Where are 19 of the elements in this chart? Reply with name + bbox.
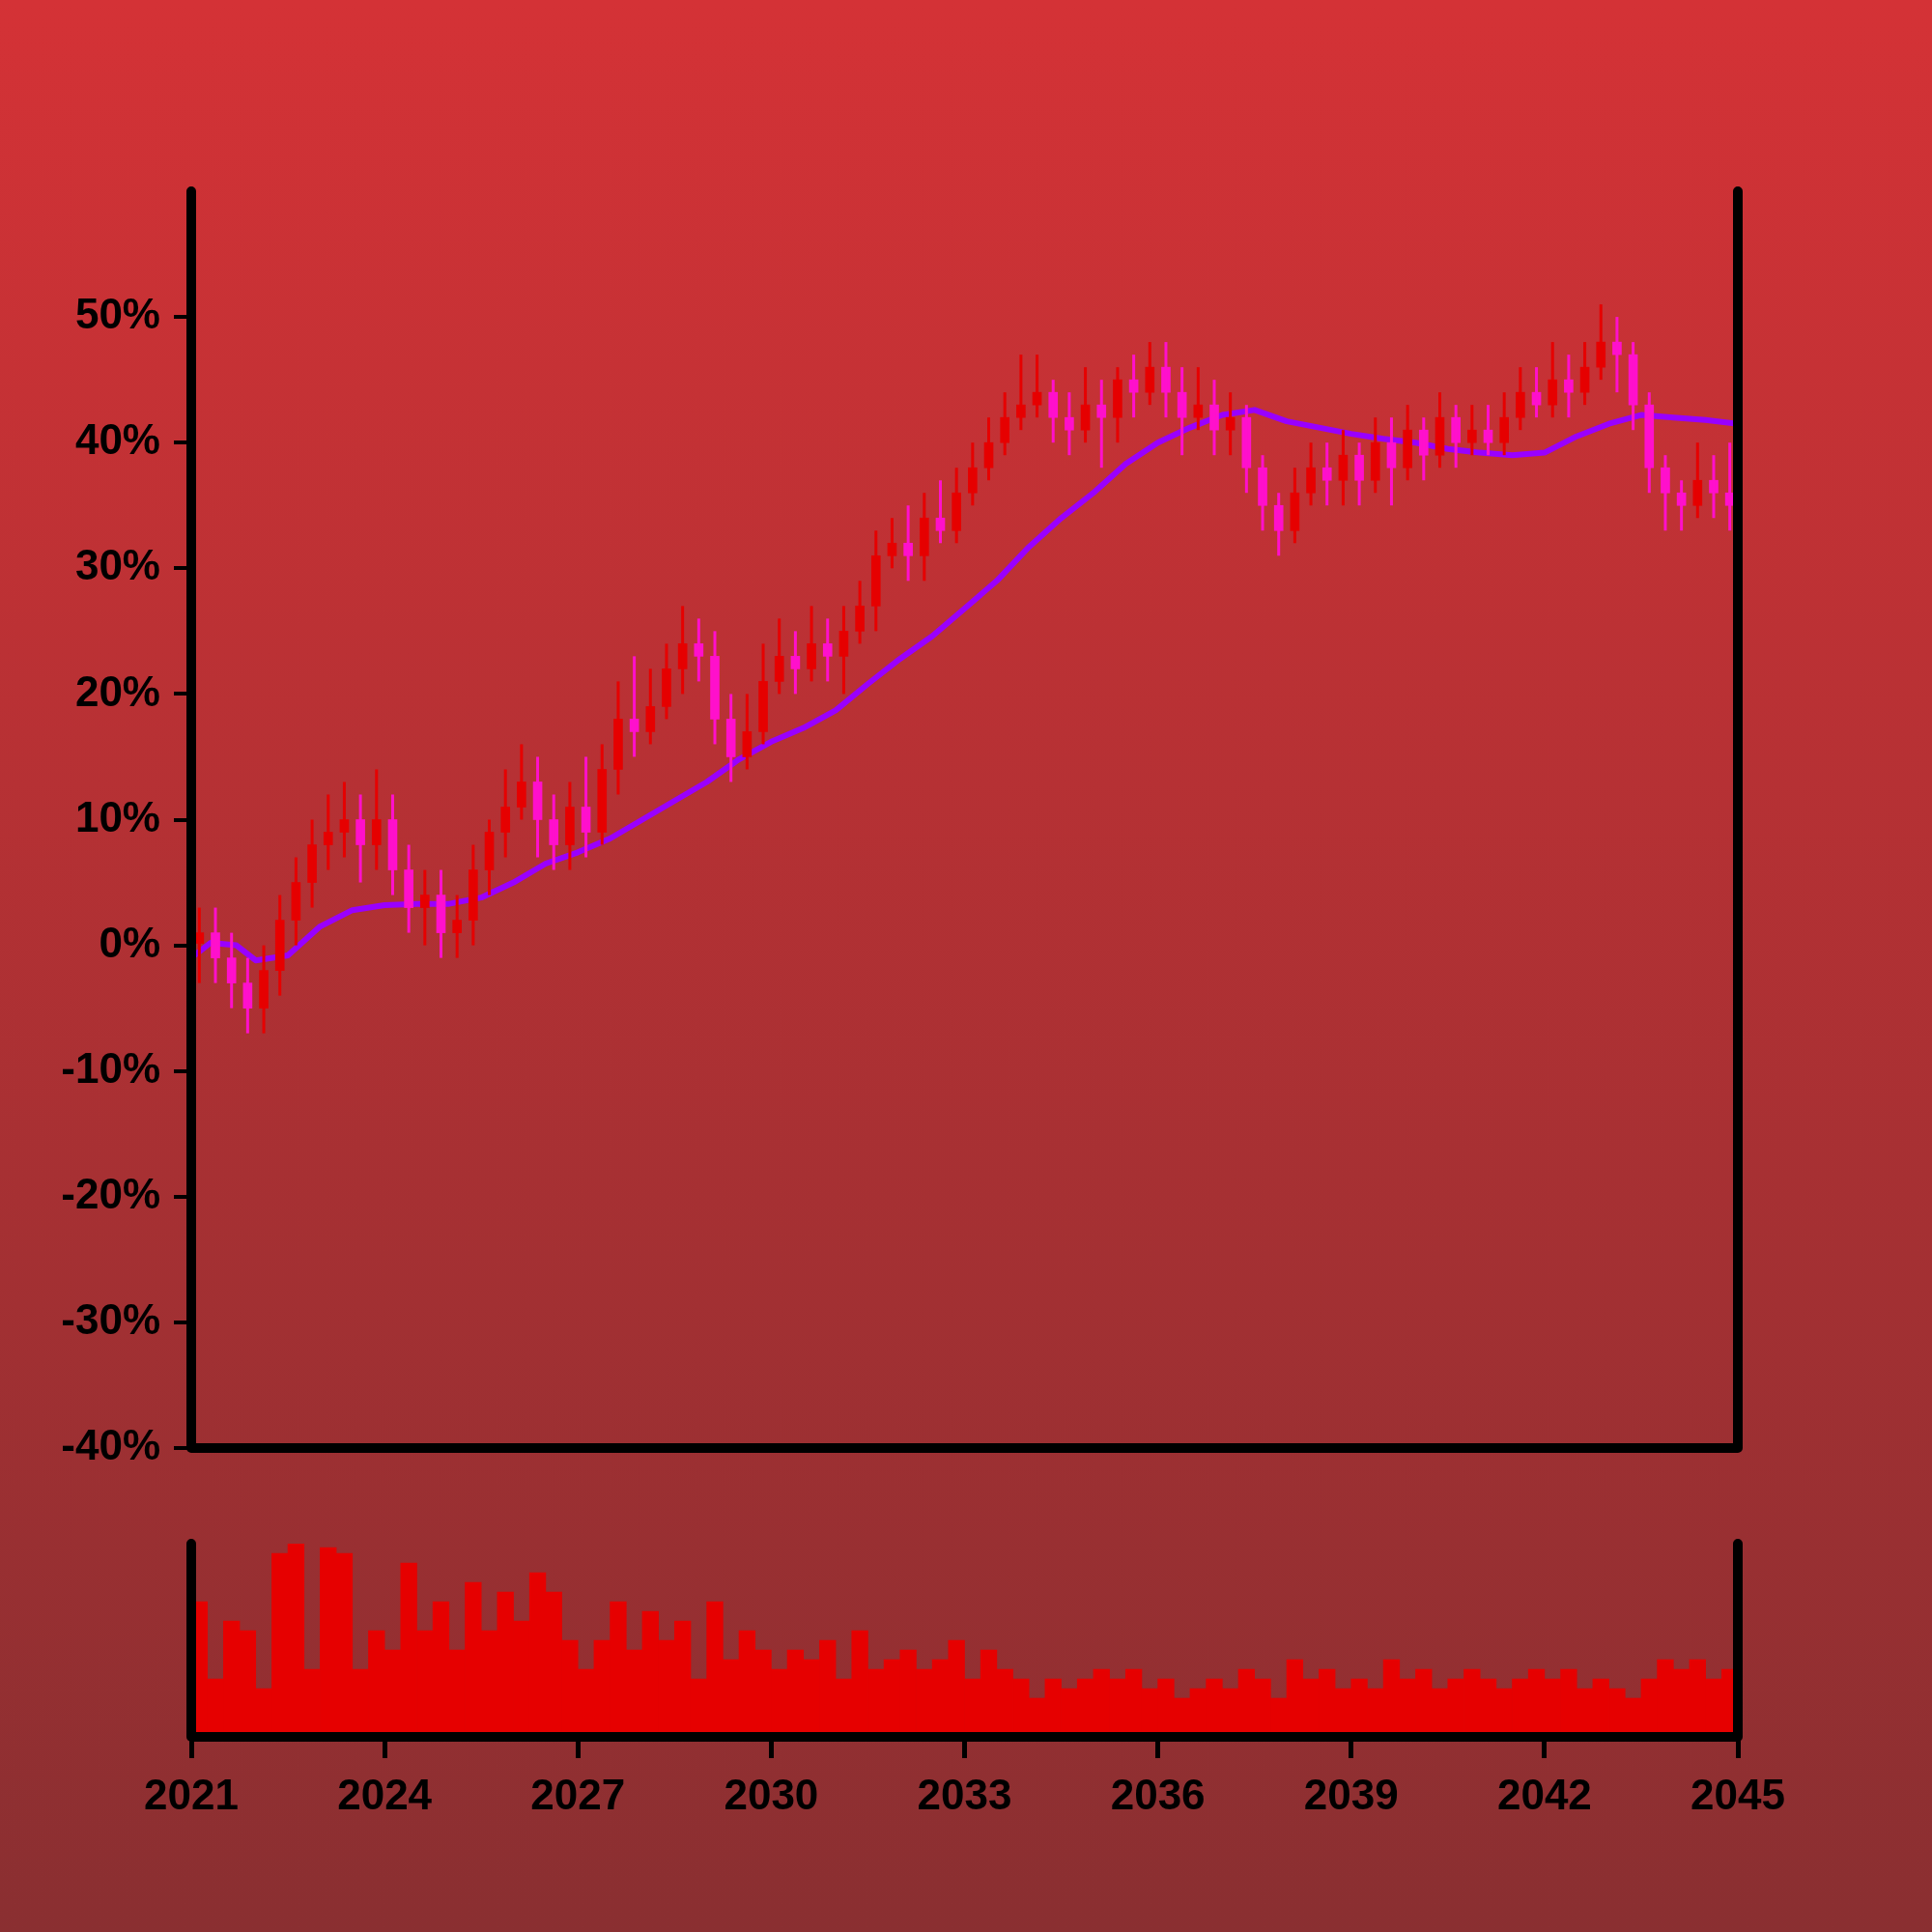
x-tick-label: 2027	[530, 1770, 626, 1818]
y-tick-label: -30%	[61, 1295, 160, 1344]
y-tick-label: 10%	[74, 792, 160, 840]
x-tick-label: 2045	[1690, 1770, 1785, 1818]
y-tick-label: 40%	[74, 415, 160, 464]
x-tick-label: 2024	[337, 1770, 433, 1818]
y-tick-label: 0%	[99, 918, 160, 966]
y-tick-label: 20%	[74, 667, 160, 715]
x-tick-label: 2042	[1496, 1770, 1592, 1818]
y-tick-label: 50%	[74, 290, 160, 338]
x-tick-label: 2021	[144, 1770, 239, 1818]
y-tick-label: -10%	[61, 1043, 160, 1092]
x-tick-label: 2036	[1110, 1770, 1206, 1818]
y-tick-label: -20%	[61, 1169, 160, 1217]
x-tick-label: 2030	[724, 1770, 819, 1818]
x-tick-label: 2033	[917, 1770, 1012, 1818]
y-tick-label: 30%	[74, 541, 160, 589]
y-tick-label: -40%	[61, 1421, 160, 1469]
x-tick-label: 2039	[1303, 1770, 1399, 1818]
